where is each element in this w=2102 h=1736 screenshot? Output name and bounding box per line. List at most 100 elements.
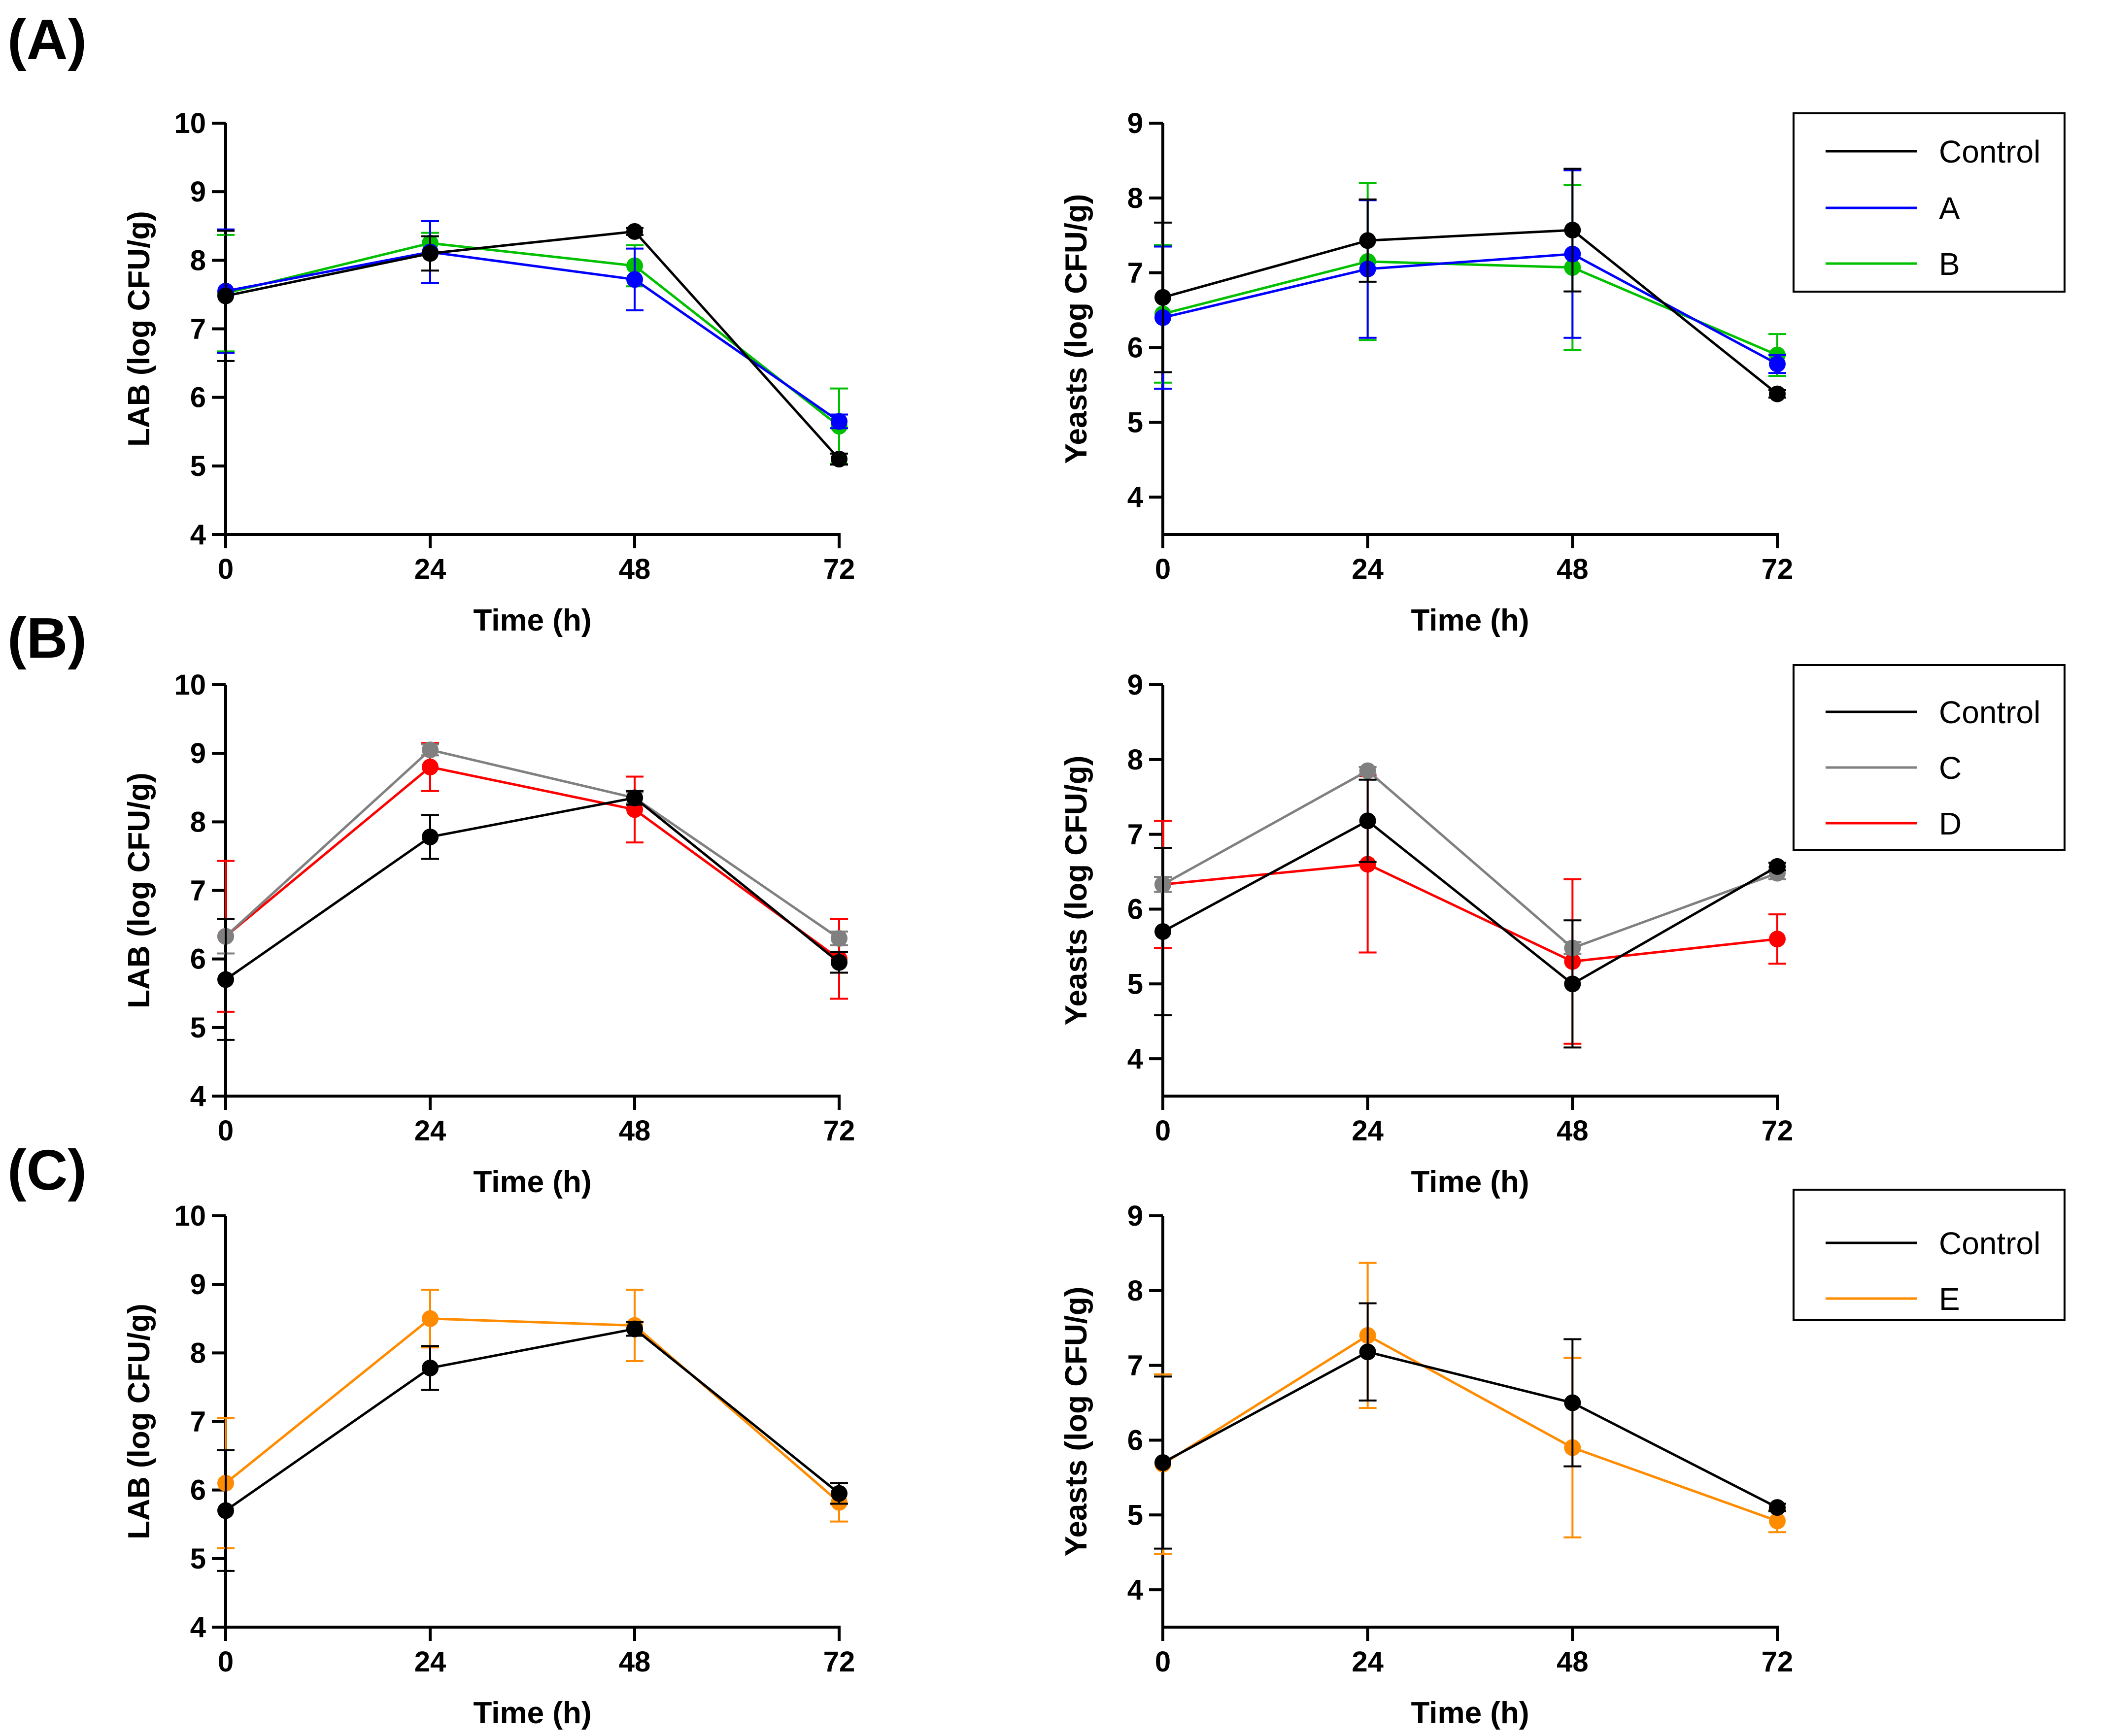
series-line	[225, 796, 840, 981]
legend-box	[1793, 112, 2066, 293]
series-line	[225, 748, 840, 939]
data-point	[1769, 858, 1786, 875]
data-point	[422, 828, 439, 845]
x-tick-label: 24	[1352, 553, 1384, 585]
data-point	[1154, 289, 1171, 306]
series-line	[1162, 863, 1778, 963]
y-tick-label: 4	[1127, 1574, 1143, 1606]
y-tick-label: 9	[1127, 107, 1143, 139]
y-tick-label: 6	[190, 943, 206, 975]
y-tick-label: 9	[190, 176, 206, 208]
y-tick-label: 9	[190, 737, 206, 769]
data-point	[1769, 1499, 1786, 1516]
x-tick-label: 0	[1155, 1115, 1171, 1147]
x-tick-label: 48	[619, 1115, 651, 1147]
y-tick-label: 4	[190, 1611, 206, 1643]
data-point	[217, 971, 234, 988]
panel-label-c: (C)	[7, 1138, 87, 1202]
y-tick-label: 6	[1127, 1424, 1143, 1456]
legend-b: Control C D	[1793, 664, 2066, 851]
x-axis-title: Time (h)	[474, 1165, 592, 1199]
x-tick-label: 0	[218, 1115, 234, 1147]
y-tick-label: 7	[1127, 819, 1143, 851]
y-tick-label: 5	[1127, 968, 1143, 1000]
y-tick-label: 4	[1127, 1043, 1143, 1075]
data-point	[1769, 385, 1786, 402]
chart-a-yeasts: 4 5 6 7 8 9 0 24 48 72 Time (h) Yeasts (log CFU/g)	[1059, 107, 1793, 637]
y-tick-label: 9	[190, 1269, 206, 1301]
data-point	[831, 930, 848, 947]
y-tick-label: 8	[1127, 744, 1143, 776]
data-point	[1769, 931, 1786, 948]
series-line	[225, 251, 840, 423]
y-axis-title: LAB (log CFU/g)	[122, 772, 156, 1008]
x-axis-title: Time (h)	[474, 1696, 592, 1730]
y-axis-title: LAB (log CFU/g)	[122, 1303, 156, 1539]
series-control	[217, 789, 848, 1041]
legend-label-c: C	[1939, 750, 1962, 786]
x-tick-label: 0	[1155, 1646, 1171, 1678]
y-tick-label: 6	[190, 382, 206, 414]
data-point	[1359, 812, 1376, 830]
x-tick-label: 48	[1557, 1646, 1589, 1678]
y-tick-label: 4	[190, 519, 206, 551]
data-point	[1564, 1394, 1581, 1411]
series-line	[225, 1317, 840, 1503]
data-point	[422, 759, 439, 775]
data-point	[1359, 762, 1376, 779]
panel-label-b: (B)	[7, 606, 87, 670]
x-tick-label: 0	[1155, 553, 1171, 585]
y-tick-label: 9	[1127, 669, 1143, 701]
data-point	[626, 789, 643, 806]
data-point	[217, 287, 234, 304]
y-tick-label: 5	[190, 1543, 206, 1575]
y-tick-label: 6	[1127, 332, 1143, 364]
series-line	[225, 766, 840, 960]
y-tick-label: 4	[190, 1080, 206, 1112]
y-tick-label: 5	[1127, 1499, 1143, 1531]
x-tick-label: 24	[1352, 1115, 1384, 1147]
y-axis-title: Yeasts (log CFU/g)	[1059, 1287, 1093, 1557]
data-point	[626, 223, 643, 240]
x-tick-label: 0	[218, 553, 234, 585]
legend-label-b: B	[1939, 246, 1960, 282]
data-point	[831, 1485, 848, 1502]
y-tick-label: 7	[1127, 257, 1143, 289]
y-tick-label: 10	[174, 107, 206, 139]
series-c	[217, 741, 848, 955]
chart-b-yeasts: 4 5 6 7 8 9 0 24 48 72 Time (h) Yeasts (log CFU/g)	[1059, 669, 1793, 1199]
series-line	[225, 242, 840, 428]
series-line	[1162, 253, 1778, 366]
legend-a: Control A B	[1793, 112, 2066, 293]
y-axis-title: Yeasts (log CFU/g)	[1059, 194, 1093, 464]
legend-box	[1793, 664, 2066, 851]
y-tick-label: 10	[174, 669, 206, 701]
x-tick-label: 72	[823, 1646, 855, 1678]
legend-label-d: D	[1939, 806, 1962, 841]
y-tick-label: 8	[190, 1337, 206, 1369]
x-axis-title: Time (h)	[1411, 603, 1529, 637]
data-point	[831, 413, 848, 430]
series-line	[1162, 769, 1778, 950]
chart-c-lab: 4 5 6 7 8 9 10 0 24 48 72 Time (h) LAB (log CFU/g)	[122, 1200, 855, 1730]
x-axis-title: Time (h)	[1411, 1696, 1529, 1730]
x-tick-label: 24	[1352, 1646, 1384, 1678]
x-tick-label: 48	[1557, 553, 1589, 585]
x-tick-label: 48	[619, 1646, 651, 1678]
series-a	[217, 220, 848, 430]
series-b	[1154, 182, 1786, 384]
y-tick-label: 9	[1127, 1200, 1143, 1232]
data-point	[1359, 856, 1376, 873]
y-tick-label: 8	[1127, 1275, 1143, 1307]
data-point	[831, 954, 848, 971]
y-tick-label: 6	[190, 1474, 206, 1506]
legend-c: Control E	[1793, 1189, 2066, 1321]
data-point	[626, 271, 643, 288]
x-tick-label: 24	[414, 553, 446, 585]
chart-c-yeasts: 4 5 6 7 8 9 0 24 48 72 Time (h) Yeasts (log CFU/g)	[1059, 1200, 1793, 1730]
series-e	[1154, 1262, 1786, 1555]
x-tick-label: 24	[414, 1646, 446, 1678]
chart-b-lab: 4 5 6 7 8 9 10 0 24 48 72 Time (h) LAB (log CFU/g)	[122, 669, 855, 1199]
y-axis-title: Yeasts (log CFU/g)	[1059, 756, 1093, 1026]
legend-label-control: Control	[1939, 1226, 2040, 1261]
